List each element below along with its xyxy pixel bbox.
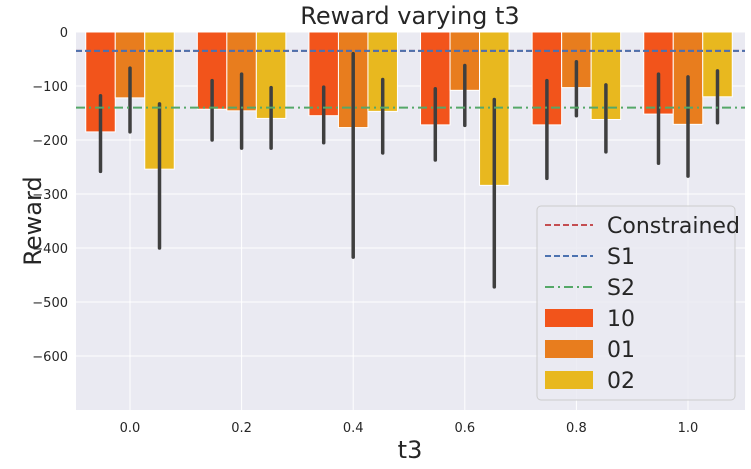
reference-lines [76,49,745,109]
x-tick-label: 0.8 [566,421,587,436]
legend: Constrained S1 S2 10 01 02 [536,205,740,401]
x-axis-title: t3 [398,436,423,464]
legend-swatch-02 [545,371,593,389]
y-tick-label: −600 [32,350,68,365]
x-tick-label: 0.4 [343,421,364,436]
y-tick-label: 0 [60,26,68,41]
legend-label-constrained: Constrained [607,214,740,239]
y-tick-labels: 0 −100 −200 −300 −400 −500 −600 [32,26,68,365]
x-tick-label: 0.0 [120,421,141,436]
x-tick-label: 1.0 [678,421,699,436]
x-tick-label: 0.2 [231,421,252,436]
legend-swatch-01 [545,340,593,358]
x-tick-labels: 0.0 0.2 0.4 0.6 0.8 1.0 [120,421,699,436]
legend-label-01: 01 [607,338,635,363]
legend-label-10: 10 [607,307,635,332]
y-tick-label: −100 [32,80,68,95]
y-tick-label: −300 [32,188,68,203]
y-axis-title: Reward [19,176,47,265]
legend-swatch-10 [545,309,593,327]
legend-label-s1: S1 [607,245,635,270]
error-bars [98,51,720,289]
y-tick-label: −400 [32,242,68,257]
x-tick-label: 0.6 [454,421,475,436]
y-tick-label: −200 [32,134,68,149]
y-tick-label: −500 [32,296,68,311]
chart-title: Reward varying t3 [300,2,519,30]
legend-label-02: 02 [607,369,635,394]
legend-label-s2: S2 [607,276,635,301]
bar-series [85,31,733,186]
